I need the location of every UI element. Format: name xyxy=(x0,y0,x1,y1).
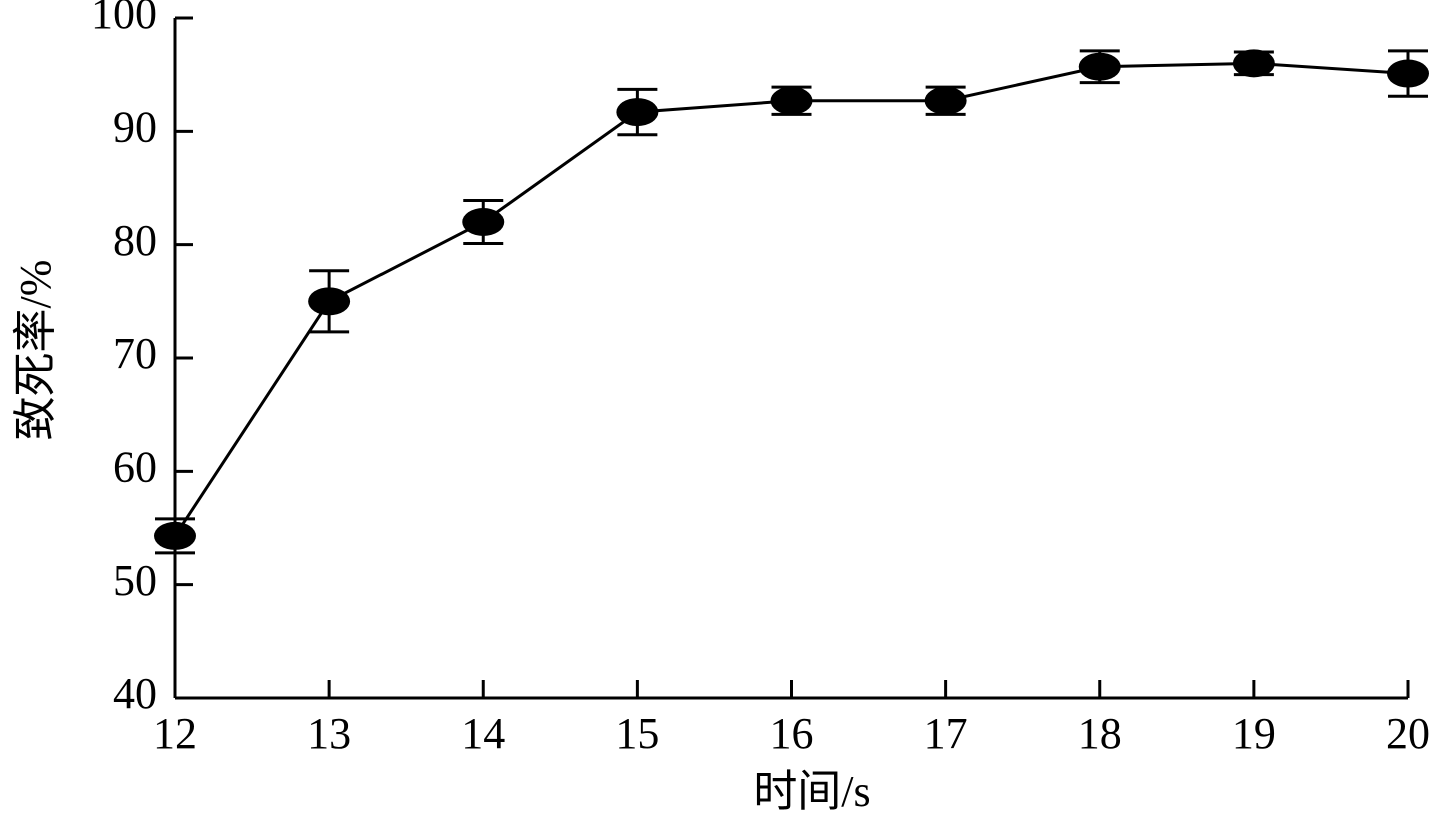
x-tick-label: 14 xyxy=(461,709,505,758)
x-tick-label: 12 xyxy=(153,709,197,758)
y-tick-label: 80 xyxy=(113,216,157,265)
x-tick-label: 17 xyxy=(924,709,968,758)
x-tick-label: 19 xyxy=(1232,709,1276,758)
x-tick-label: 13 xyxy=(307,709,351,758)
y-axis-label: 致死率/% xyxy=(11,260,60,441)
marker xyxy=(462,208,505,236)
marker xyxy=(616,98,659,127)
y-tick-label: 100 xyxy=(91,0,157,38)
marker xyxy=(308,287,351,316)
marker xyxy=(924,86,967,115)
marker xyxy=(1387,59,1429,88)
marker xyxy=(154,521,196,550)
x-axis-label: 时间/s xyxy=(753,767,870,816)
x-tick-label: 16 xyxy=(770,709,814,758)
marker xyxy=(1078,52,1121,81)
x-tick-label: 15 xyxy=(615,709,659,758)
marker xyxy=(770,86,813,115)
y-tick-label: 40 xyxy=(113,669,157,718)
y-tick-label: 50 xyxy=(113,556,157,605)
y-tick-label: 70 xyxy=(113,329,157,378)
y-tick-label: 60 xyxy=(113,442,157,491)
x-tick-label: 18 xyxy=(1078,709,1122,758)
y-tick-label: 90 xyxy=(113,102,157,151)
marker xyxy=(1232,49,1275,78)
line xyxy=(173,61,1409,537)
x-tick-label: 20 xyxy=(1386,709,1430,758)
